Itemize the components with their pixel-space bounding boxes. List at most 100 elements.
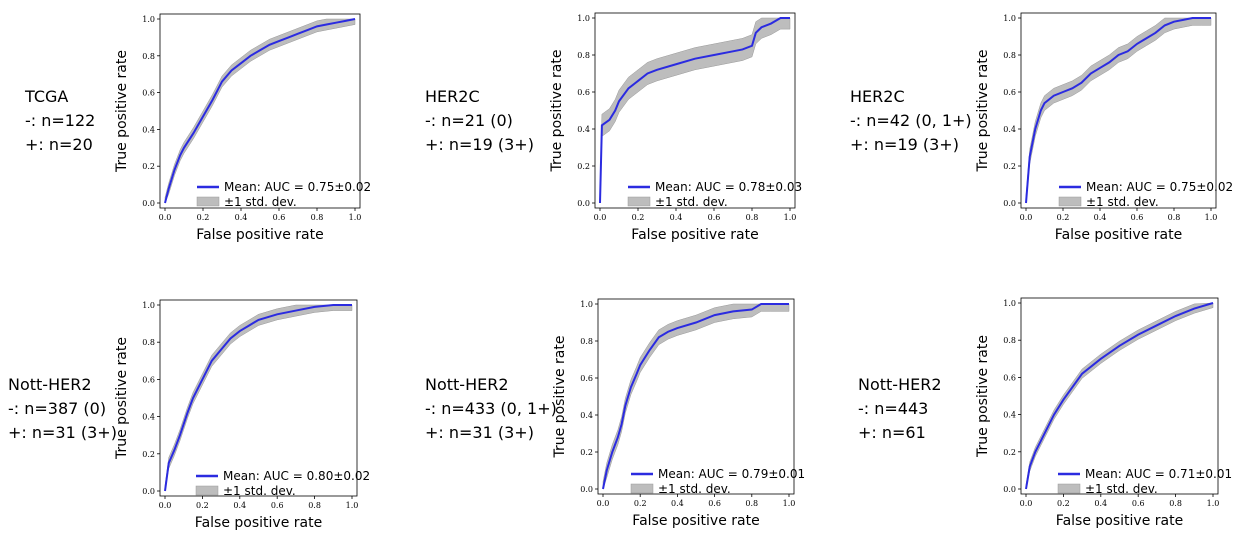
y-tick-label: 0.6	[142, 89, 155, 98]
y-tick-label: 0.8	[1003, 51, 1016, 60]
legend-mean-label: Mean: AUC = 0.71±0.01	[1085, 467, 1232, 481]
y-tick-label: 0.0	[577, 199, 590, 208]
y-axis-title: True positive rate	[114, 50, 130, 173]
roc-chart-1: 0.0 0.2 0.4 0.6 0.8 1.0 0.0 0.2 0.4 0.6 0.8 1.0 Fals…	[105, 0, 371, 250]
y-tick-label: 1.0	[1003, 299, 1016, 308]
plot-frame	[1020, 297, 1219, 495]
x-tick-label: 0.2	[1057, 213, 1070, 222]
x-axis-title: False positive rate	[631, 227, 758, 243]
std-dev-band	[164, 304, 353, 492]
legend-std-label: ±1 std. dev.	[1086, 195, 1159, 209]
x-tick-label: 0.8	[745, 499, 758, 508]
negative-count: -: n=122	[25, 111, 96, 130]
x-tick-label: 0.6	[1131, 213, 1144, 222]
legend-std-swatch	[1058, 196, 1082, 207]
plot-frame	[597, 298, 795, 495]
roc-chart-2: 0.0 0.2 0.4 0.6 0.8 1.0 0.0 0.2 0.4 0.6 0.8 1.0 Fals…	[540, 0, 802, 250]
y-tick-label: 0.8	[577, 51, 590, 60]
positive-count: +: n=19 (3+)	[425, 135, 534, 154]
legend-mean-label: Mean: AUC = 0.80±0.02	[223, 469, 370, 483]
y-tick-label: 0.6	[577, 88, 590, 97]
x-tick-label: 0.6	[1132, 499, 1145, 508]
plot-frame	[159, 13, 361, 209]
panel-label-5: Nott-HER2 -: n=433 (0, 1+) +: n=31 (3+)	[425, 373, 557, 445]
legend-std-swatch	[630, 483, 654, 494]
y-tick-label: 0.8	[142, 52, 155, 61]
x-tick-label: 0.0	[159, 213, 172, 222]
y-tick-label: 0.8	[580, 337, 593, 346]
dataset-name: Nott-HER2	[8, 375, 92, 394]
x-tick-label: 1.0	[349, 213, 362, 222]
x-tick-label: 0.2	[196, 501, 209, 510]
std-dev-band	[602, 303, 790, 490]
y-axis-title: True positive rate	[552, 336, 568, 459]
x-axis-title: False positive rate	[1056, 513, 1183, 529]
y-tick-label: 0.2	[580, 448, 593, 457]
y-axis-title: True positive rate	[975, 335, 991, 458]
y-tick-label: 0.2	[142, 162, 155, 171]
roc-svg: 0.0 0.2 0.4 0.6 0.8 1.0 0.0 0.2 0.4 0.6 0.8 1.0 Fals…	[549, 12, 802, 243]
roc-chart-3: 0.0 0.2 0.4 0.6 0.8 1.0 0.0 0.2 0.4 0.6 0.8 1.0 Fals…	[966, 0, 1233, 250]
positive-count: +: n=19 (3+)	[850, 135, 959, 154]
mean-roc-line	[1025, 17, 1211, 204]
x-tick-label: 0.0	[1020, 213, 1033, 222]
panel-label-1: TCGA -: n=122 +: n=20	[25, 85, 95, 157]
roc-chart-6: 0.0 0.2 0.4 0.6 0.8 1.0 0.0 0.2 0.4 0.6 0.8 1.0 Fals…	[966, 290, 1232, 540]
y-tick-label: 0.6	[1003, 88, 1016, 97]
panel-label-4: Nott-HER2 -: n=387 (0) +: n=31 (3+)	[8, 373, 117, 445]
legend-std-swatch	[1057, 483, 1081, 494]
x-tick-label: 0.4	[670, 213, 683, 222]
y-tick-label: 1.0	[580, 300, 593, 309]
y-tick-label: 0.2	[577, 162, 590, 171]
legend-std-swatch	[627, 196, 651, 207]
dataset-name: Nott-HER2	[425, 375, 509, 394]
dataset-name: Nott-HER2	[858, 375, 942, 394]
y-tick-label: 1.0	[142, 301, 155, 310]
y-tick-label: 0.4	[577, 125, 590, 134]
positive-count: +: n=61	[858, 423, 926, 442]
plot-frame	[159, 299, 358, 497]
y-tick-label: 0.2	[142, 450, 155, 459]
x-axis-title: False positive rate	[196, 227, 323, 243]
y-tick-label: 0.2	[1003, 448, 1016, 457]
legend-std-label: ±1 std. dev.	[658, 482, 731, 496]
roc-svg: 0.0 0.2 0.4 0.6 0.8 1.0 0.0 0.2 0.4 0.6 0.8 1.0 Fals…	[114, 13, 371, 243]
legend-std-label: ±1 std. dev.	[223, 484, 296, 498]
x-tick-label: 1.0	[784, 213, 797, 222]
legend-mean-label: Mean: AUC = 0.75±0.02	[224, 180, 371, 194]
std-dev-band	[164, 18, 356, 204]
x-tick-label: 0.2	[632, 213, 645, 222]
x-tick-label: 0.0	[597, 499, 610, 508]
std-dev-band	[1025, 302, 1214, 490]
dataset-name: TCGA	[25, 87, 69, 106]
x-axis-title: False positive rate	[195, 515, 322, 531]
legend-mean-label: Mean: AUC = 0.78±0.03	[655, 180, 802, 194]
dataset-name: HER2C	[850, 87, 905, 106]
y-tick-label: 1.0	[1003, 14, 1016, 23]
x-tick-label: 0.6	[271, 501, 284, 510]
x-tick-label: 0.8	[311, 213, 324, 222]
y-tick-label: 0.4	[142, 125, 155, 134]
x-tick-label: 0.8	[1169, 499, 1182, 508]
mean-roc-line	[602, 303, 789, 490]
mean-roc-line	[1025, 302, 1214, 490]
y-tick-label: 0.8	[1003, 336, 1016, 345]
negative-count: -: n=21 (0)	[425, 111, 513, 130]
y-tick-label: 0.4	[1003, 125, 1016, 134]
x-tick-label: 0.2	[1057, 499, 1070, 508]
x-tick-label: 0.4	[671, 499, 684, 508]
y-tick-label: 0.0	[142, 487, 155, 496]
x-tick-label: 0.6	[708, 499, 721, 508]
x-tick-label: 0.8	[1168, 213, 1181, 222]
y-tick-label: 0.6	[1003, 373, 1016, 382]
mean-roc-line	[599, 17, 790, 204]
roc-chart-4: 0.0 0.2 0.4 0.6 0.8 1.0 0.0 0.2 0.4 0.6 0.8 1.0 Fals…	[105, 290, 370, 540]
panel-label-2: HER2C -: n=21 (0) +: n=19 (3+)	[425, 85, 534, 157]
negative-count: -: n=433 (0, 1+)	[425, 399, 557, 418]
legend-mean-label: Mean: AUC = 0.79±0.01	[658, 467, 805, 481]
x-tick-label: 1.0	[1207, 499, 1220, 508]
positive-count: +: n=31 (3+)	[425, 423, 534, 442]
panel-label-3: HER2C -: n=42 (0, 1+) +: n=19 (3+)	[850, 85, 972, 157]
y-tick-label: 0.6	[580, 374, 593, 383]
negative-count: -: n=387 (0)	[8, 399, 107, 418]
